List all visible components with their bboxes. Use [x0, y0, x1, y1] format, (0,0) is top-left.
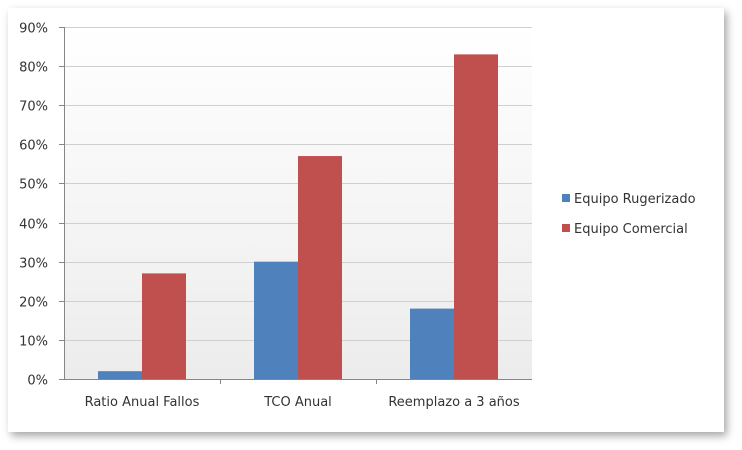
y-tick-label: 30% [19, 257, 48, 272]
bar-rugerizado [254, 261, 298, 379]
bar-rugerizado [98, 371, 142, 379]
legend: Equipo Rugerizado Equipo Comercial [562, 192, 696, 237]
x-category-label: Reemplazo a 3 años [388, 395, 520, 410]
legend-label: Equipo Rugerizado [574, 192, 696, 207]
y-tick-label: 80% [19, 61, 48, 76]
legend-swatch [562, 224, 570, 232]
bar-comercial [142, 273, 186, 379]
bar-comercial [454, 54, 498, 379]
y-tick-label: 90% [19, 22, 48, 37]
bars [98, 54, 498, 379]
x-axis: Ratio Anual Fallos TCO Anual Reemplazo a 3… [64, 379, 532, 410]
y-tick-label: 60% [19, 139, 48, 154]
y-tick-label: 20% [19, 296, 48, 311]
y-tick-label: 40% [19, 218, 48, 233]
bar-comercial [298, 156, 342, 379]
y-tick-label: 70% [19, 100, 48, 115]
legend-label: Equipo Comercial [574, 222, 688, 237]
x-category-label: Ratio Anual Fallos [85, 395, 200, 410]
x-category-label: TCO Anual [263, 395, 332, 410]
y-tick-label: 10% [19, 335, 48, 350]
bar-rugerizado [410, 308, 454, 379]
y-tick-label: 50% [19, 178, 48, 193]
y-tick-label: 0% [27, 374, 48, 389]
y-axis: 0% 10% 20% 30% 40% 50% 60% 70% 80% 90% [19, 22, 65, 389]
legend-swatch [562, 194, 570, 202]
